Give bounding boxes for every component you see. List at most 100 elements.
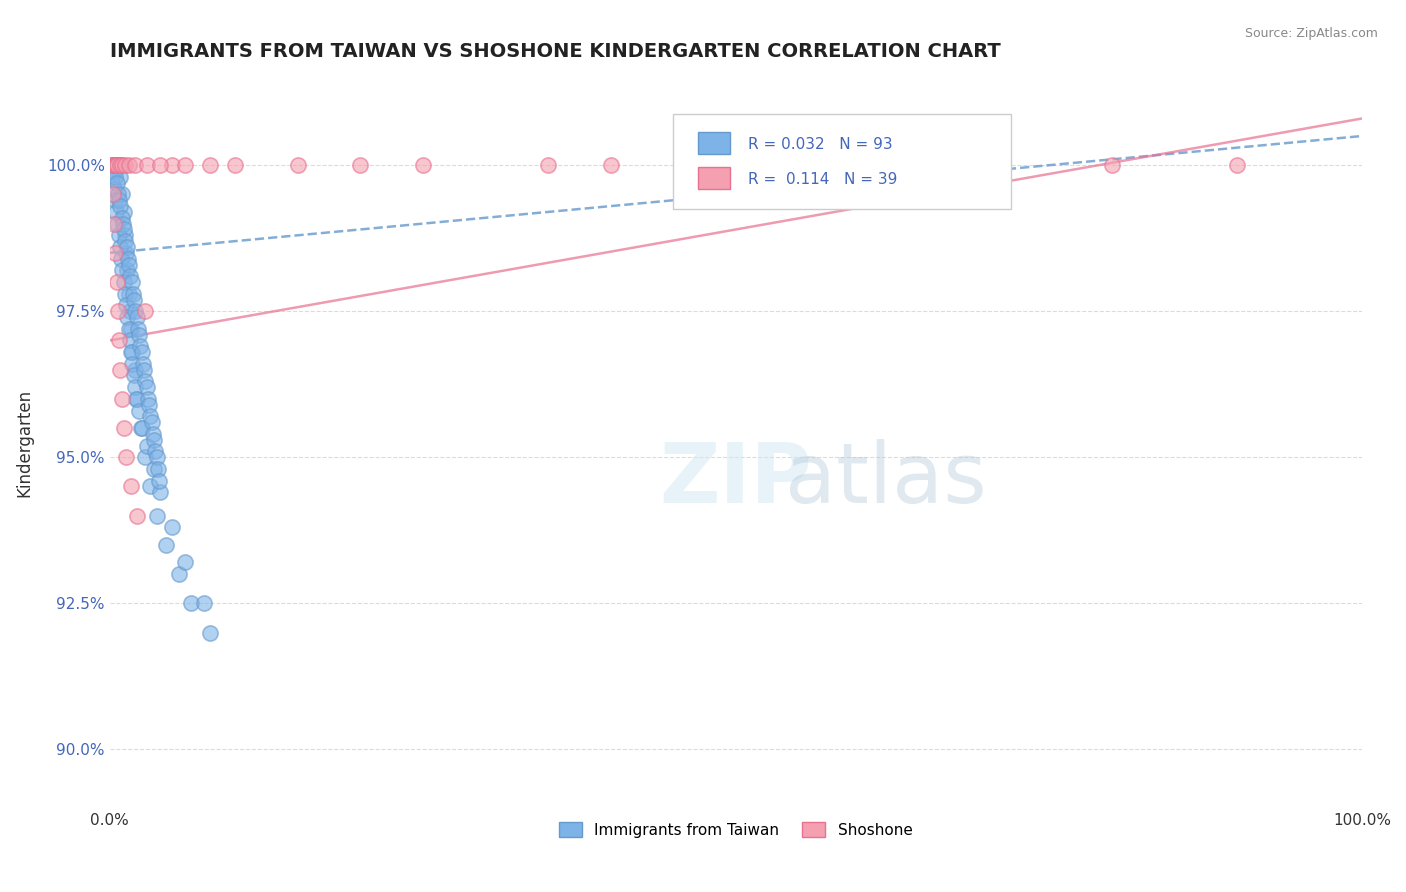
FancyBboxPatch shape — [699, 132, 730, 154]
Immigrants from Taiwan — [105, 158, 128, 172]
Immigrants from Taiwan — [128, 403, 150, 417]
Immigrants from Taiwan — [108, 194, 131, 208]
Shoshone — [127, 508, 149, 523]
Immigrants from Taiwan — [100, 158, 122, 172]
Shoshone — [105, 158, 128, 172]
Shoshone — [103, 217, 125, 231]
Immigrants from Taiwan — [117, 252, 139, 266]
Immigrants from Taiwan — [101, 169, 124, 184]
Shoshone — [412, 158, 434, 172]
Immigrants from Taiwan — [180, 596, 202, 610]
Immigrants from Taiwan — [125, 392, 148, 406]
Immigrants from Taiwan — [105, 217, 128, 231]
Immigrants from Taiwan — [142, 462, 165, 476]
Shoshone — [173, 158, 195, 172]
Immigrants from Taiwan — [146, 462, 169, 476]
Text: R =  0.114   N = 39: R = 0.114 N = 39 — [748, 171, 898, 186]
Immigrants from Taiwan — [134, 450, 156, 465]
Shoshone — [103, 158, 125, 172]
Immigrants from Taiwan — [162, 520, 184, 534]
Immigrants from Taiwan — [112, 275, 135, 289]
Immigrants from Taiwan — [135, 380, 157, 394]
Immigrants from Taiwan — [105, 158, 128, 172]
Immigrants from Taiwan — [108, 169, 131, 184]
Immigrants from Taiwan — [110, 158, 132, 172]
Immigrants from Taiwan — [129, 421, 152, 435]
Shoshone — [162, 158, 184, 172]
Shoshone — [120, 479, 142, 493]
Immigrants from Taiwan — [103, 164, 125, 178]
Immigrants from Taiwan — [104, 169, 127, 184]
Shoshone — [112, 421, 135, 435]
Immigrants from Taiwan — [122, 286, 145, 301]
Immigrants from Taiwan — [117, 322, 139, 336]
Legend: Immigrants from Taiwan, Shoshone: Immigrants from Taiwan, Shoshone — [553, 815, 918, 844]
Immigrants from Taiwan — [193, 596, 215, 610]
Immigrants from Taiwan — [142, 426, 165, 441]
Shoshone — [105, 158, 128, 172]
Shoshone — [108, 158, 131, 172]
Text: R = 0.032   N = 93: R = 0.032 N = 93 — [748, 137, 893, 153]
Immigrants from Taiwan — [110, 199, 132, 213]
Immigrants from Taiwan — [136, 392, 159, 406]
Y-axis label: Kindergarten: Kindergarten — [15, 389, 32, 497]
Shoshone — [136, 158, 159, 172]
Shoshone — [104, 158, 127, 172]
Immigrants from Taiwan — [125, 310, 148, 324]
Immigrants from Taiwan — [141, 415, 163, 429]
Shoshone — [111, 158, 134, 172]
Immigrants from Taiwan — [108, 240, 131, 254]
Shoshone — [1226, 158, 1249, 172]
Shoshone — [114, 158, 136, 172]
Immigrants from Taiwan — [148, 474, 170, 488]
Immigrants from Taiwan — [114, 234, 136, 248]
Immigrants from Taiwan — [198, 625, 221, 640]
Immigrants from Taiwan — [122, 368, 145, 383]
Immigrants from Taiwan — [124, 304, 146, 318]
Immigrants from Taiwan — [134, 362, 156, 376]
Shoshone — [101, 158, 124, 172]
Shoshone — [117, 158, 139, 172]
Immigrants from Taiwan — [117, 286, 139, 301]
Immigrants from Taiwan — [146, 508, 169, 523]
Immigrants from Taiwan — [124, 380, 146, 394]
Immigrants from Taiwan — [121, 275, 143, 289]
Immigrants from Taiwan — [103, 158, 125, 172]
Immigrants from Taiwan — [121, 357, 143, 371]
Immigrants from Taiwan — [145, 444, 167, 458]
Text: IMMIGRANTS FROM TAIWAN VS SHOSHONE KINDERGARTEN CORRELATION CHART: IMMIGRANTS FROM TAIWAN VS SHOSHONE KINDE… — [110, 42, 1001, 61]
Immigrants from Taiwan — [118, 304, 141, 318]
Immigrants from Taiwan — [110, 252, 132, 266]
Shoshone — [1101, 158, 1123, 172]
Shoshone — [912, 158, 935, 172]
Shoshone — [149, 158, 172, 172]
Shoshone — [101, 187, 124, 202]
Immigrants from Taiwan — [155, 538, 177, 552]
Text: Source: ZipAtlas.com: Source: ZipAtlas.com — [1244, 27, 1378, 40]
Shoshone — [108, 334, 131, 348]
Immigrants from Taiwan — [115, 245, 138, 260]
Immigrants from Taiwan — [111, 187, 134, 202]
Immigrants from Taiwan — [138, 398, 160, 412]
Immigrants from Taiwan — [136, 439, 159, 453]
Immigrants from Taiwan — [107, 187, 129, 202]
Shoshone — [115, 450, 138, 465]
Immigrants from Taiwan — [129, 339, 152, 353]
Immigrants from Taiwan — [112, 205, 135, 219]
Immigrants from Taiwan — [111, 263, 134, 277]
Immigrants from Taiwan — [139, 479, 162, 493]
Immigrants from Taiwan — [149, 485, 172, 500]
Shoshone — [287, 158, 309, 172]
Immigrants from Taiwan — [107, 228, 129, 243]
FancyBboxPatch shape — [673, 114, 1011, 209]
Immigrants from Taiwan — [143, 433, 166, 447]
Immigrants from Taiwan — [114, 286, 136, 301]
Immigrants from Taiwan — [173, 556, 195, 570]
Immigrants from Taiwan — [115, 240, 138, 254]
Immigrants from Taiwan — [134, 375, 156, 389]
Immigrants from Taiwan — [124, 362, 146, 376]
Immigrants from Taiwan — [122, 293, 145, 307]
Immigrants from Taiwan — [117, 263, 139, 277]
Text: ZIP: ZIP — [659, 439, 813, 520]
Shoshone — [110, 362, 132, 376]
